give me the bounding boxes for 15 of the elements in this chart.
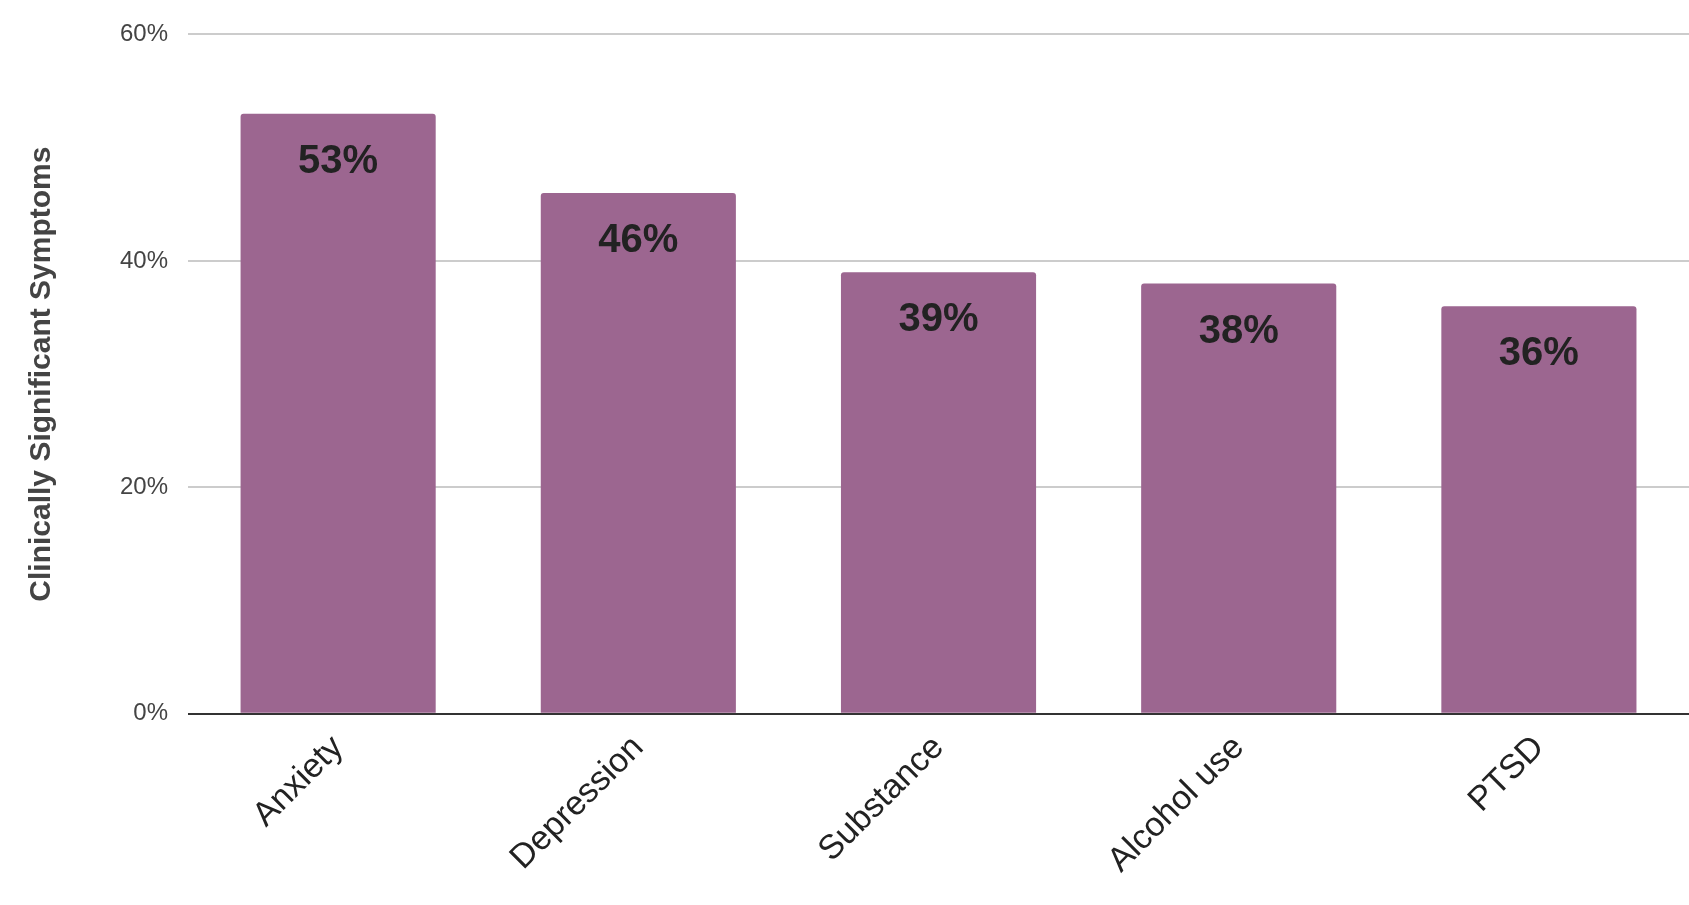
data-label: 46%	[598, 215, 679, 260]
data-label: 53%	[298, 136, 379, 181]
bar	[840, 272, 1037, 713]
bar	[1441, 306, 1637, 713]
data-label: 38%	[1198, 306, 1279, 351]
data-label: 36%	[1498, 329, 1579, 374]
bar	[1141, 283, 1337, 713]
y-tick-label: 0%	[133, 698, 169, 726]
y-tick-label: 40%	[119, 245, 169, 273]
bar	[540, 192, 736, 713]
bar	[240, 113, 436, 713]
y-tick-label: 20%	[119, 472, 169, 499]
y-axis-title: Clinically Significant Symptoms	[23, 146, 57, 602]
data-label: 39%	[898, 295, 979, 340]
y-tick-label: 60%	[119, 19, 169, 47]
